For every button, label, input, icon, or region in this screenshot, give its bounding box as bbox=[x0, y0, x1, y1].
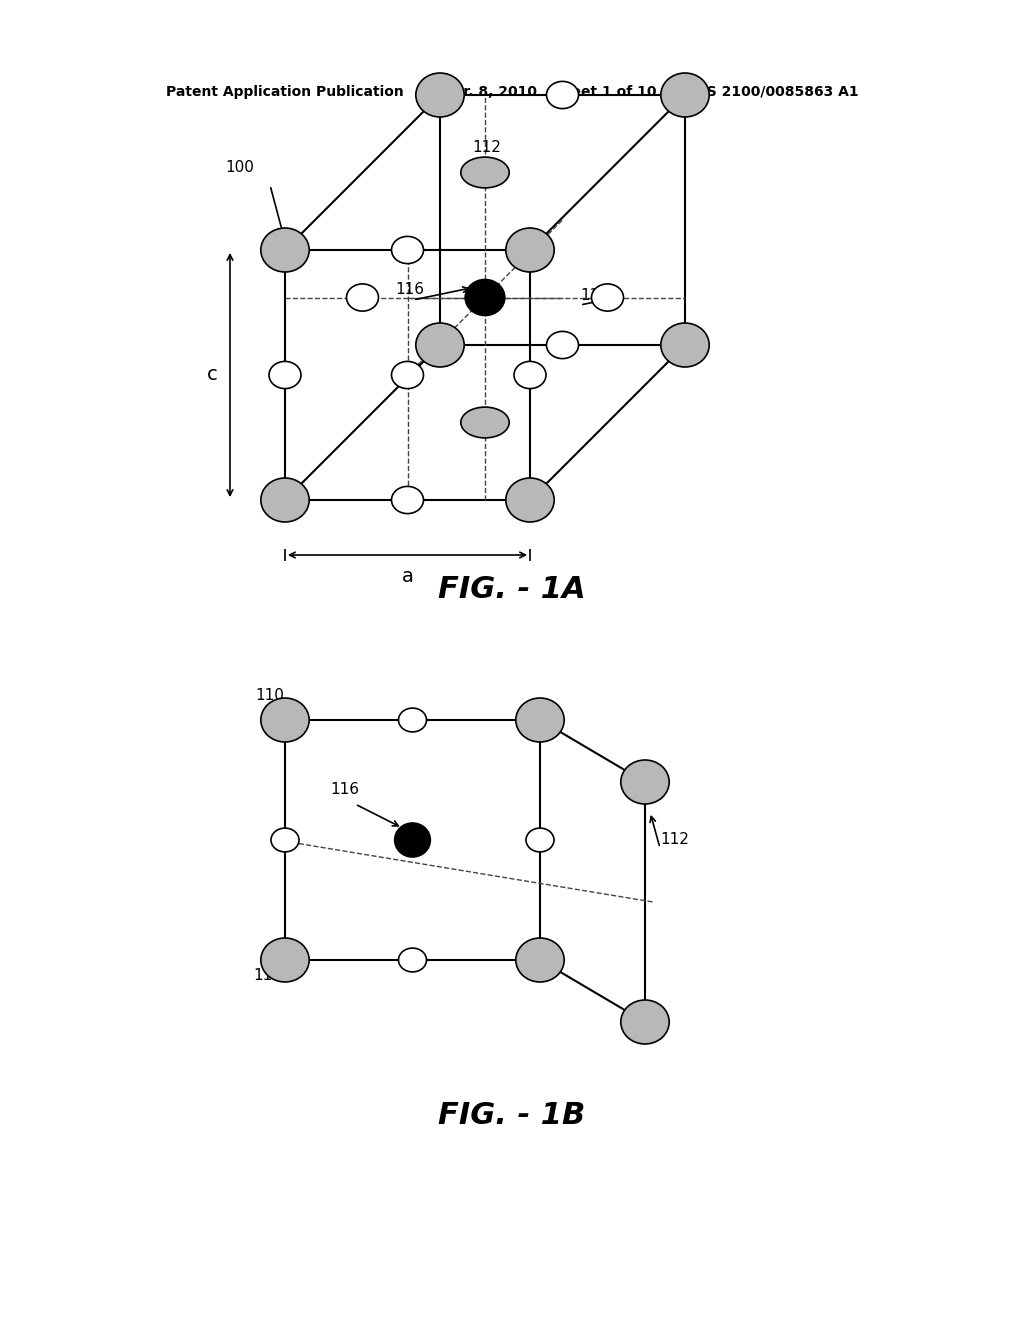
Text: 114: 114 bbox=[580, 288, 609, 302]
Ellipse shape bbox=[346, 284, 379, 312]
Text: 116: 116 bbox=[330, 783, 359, 797]
Ellipse shape bbox=[261, 698, 309, 742]
Text: 100: 100 bbox=[225, 161, 254, 176]
Ellipse shape bbox=[269, 362, 301, 388]
Text: 112: 112 bbox=[472, 140, 501, 156]
Ellipse shape bbox=[261, 228, 309, 272]
Ellipse shape bbox=[261, 478, 309, 521]
Ellipse shape bbox=[465, 280, 505, 315]
Text: FIG. - 1B: FIG. - 1B bbox=[438, 1101, 586, 1130]
Text: 116: 116 bbox=[395, 282, 424, 297]
Ellipse shape bbox=[398, 948, 427, 972]
Text: FIG. - 1A: FIG. - 1A bbox=[438, 576, 586, 605]
Ellipse shape bbox=[660, 73, 710, 117]
Ellipse shape bbox=[516, 698, 564, 742]
Ellipse shape bbox=[621, 1001, 670, 1044]
Ellipse shape bbox=[261, 939, 309, 982]
Ellipse shape bbox=[506, 228, 554, 272]
Ellipse shape bbox=[391, 362, 424, 388]
Ellipse shape bbox=[514, 362, 546, 388]
Text: 112: 112 bbox=[660, 833, 689, 847]
Ellipse shape bbox=[516, 939, 564, 982]
Text: a: a bbox=[401, 568, 414, 586]
Text: Patent Application Publication        Apr. 8, 2010   Sheet 1 of 10        US 210: Patent Application Publication Apr. 8, 2… bbox=[166, 84, 858, 99]
Ellipse shape bbox=[592, 284, 624, 312]
Ellipse shape bbox=[394, 822, 430, 857]
Ellipse shape bbox=[547, 331, 579, 359]
Ellipse shape bbox=[621, 760, 670, 804]
Ellipse shape bbox=[547, 82, 579, 108]
Text: 114: 114 bbox=[253, 968, 282, 982]
Ellipse shape bbox=[526, 828, 554, 851]
Ellipse shape bbox=[398, 708, 427, 731]
Ellipse shape bbox=[506, 478, 554, 521]
Text: 110: 110 bbox=[255, 688, 284, 702]
Ellipse shape bbox=[461, 157, 509, 187]
Ellipse shape bbox=[271, 828, 299, 851]
Ellipse shape bbox=[416, 73, 464, 117]
Ellipse shape bbox=[461, 407, 509, 438]
Text: c: c bbox=[207, 366, 217, 384]
Ellipse shape bbox=[660, 323, 710, 367]
Ellipse shape bbox=[391, 236, 424, 264]
Ellipse shape bbox=[391, 486, 424, 513]
Ellipse shape bbox=[416, 323, 464, 367]
